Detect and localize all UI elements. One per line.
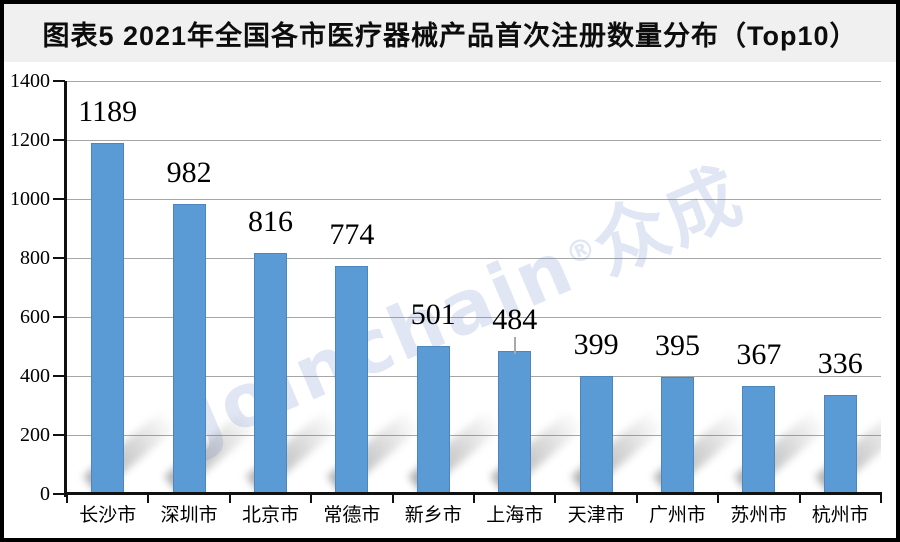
- bar-value-label: 395: [655, 329, 700, 363]
- x-axis: [64, 492, 882, 495]
- y-tick: [53, 316, 65, 318]
- x-tick: [798, 494, 801, 503]
- y-tick-label: 800: [20, 247, 50, 269]
- y-tick: [53, 139, 65, 141]
- category-label: 深圳市: [160, 505, 218, 526]
- watermark-cjk: 众成: [580, 151, 756, 292]
- gridline: [67, 139, 881, 141]
- x-tick: [228, 494, 231, 503]
- bar: [416, 346, 450, 494]
- gridline: [67, 316, 881, 318]
- bar: [579, 376, 613, 494]
- bar: [823, 394, 857, 494]
- gridline: [67, 81, 881, 82]
- bar-value-label: 367: [736, 337, 782, 371]
- x-tick: [635, 494, 638, 503]
- bar-value-label: 501: [410, 298, 456, 332]
- x-tick: [66, 494, 68, 503]
- y-tick: [53, 493, 65, 495]
- category-label: 上海市: [486, 505, 544, 526]
- x-tick: [391, 494, 394, 503]
- y-tick-label: 400: [20, 365, 50, 387]
- category-label: 北京市: [241, 505, 299, 526]
- bar-value-label: 982: [166, 156, 212, 190]
- bar-value-label: 1189: [78, 95, 138, 129]
- x-tick: [147, 494, 150, 503]
- category-label: 长沙市: [79, 505, 137, 526]
- y-tick-label: 1000: [10, 188, 50, 210]
- x-tick: [880, 494, 882, 503]
- y-tick-label: 600: [20, 306, 50, 328]
- bar-value-label: 336: [817, 346, 863, 380]
- plot-area: Joınchain®众成: [67, 81, 881, 494]
- x-tick: [310, 494, 313, 503]
- y-tick: [53, 375, 65, 377]
- y-tick-label: 0: [40, 483, 50, 505]
- bar: [498, 351, 532, 494]
- y-tick-label: 1200: [10, 129, 50, 151]
- bar: [172, 204, 206, 494]
- y-tick: [53, 198, 65, 200]
- category-label: 杭州市: [811, 505, 869, 526]
- bar: [661, 377, 694, 494]
- y-tick-label: 1400: [10, 70, 50, 92]
- bar: [742, 385, 776, 494]
- y-tick: [53, 80, 65, 82]
- figure-title: 图表5 2021年全国各市医疗器械产品首次注册数量分布（Top10）: [42, 20, 858, 51]
- y-tick: [53, 257, 65, 259]
- gridline: [67, 257, 881, 259]
- category-label: 常德市: [323, 505, 381, 526]
- bar-value-label: 774: [329, 217, 375, 251]
- x-tick: [717, 494, 720, 503]
- bar: [335, 265, 369, 494]
- category-label: 新乡市: [404, 505, 462, 526]
- x-tick: [473, 494, 475, 503]
- category-label: 广州市: [648, 505, 706, 526]
- y-tick-label: 200: [20, 424, 50, 446]
- y-tick: [53, 434, 65, 436]
- bar-value-label: 816: [248, 205, 293, 239]
- gridline: [67, 198, 881, 200]
- x-tick: [554, 494, 557, 503]
- gridline: [67, 375, 881, 377]
- figure-title-bar: 图表5 2021年全国各市医疗器械产品首次注册数量分布（Top10）: [4, 4, 896, 62]
- bar: [254, 253, 287, 494]
- bar: [91, 143, 125, 494]
- y-axis: [64, 81, 67, 497]
- error-tick: [513, 337, 516, 355]
- bar-value-label: 484: [492, 303, 538, 337]
- category-label: 天津市: [567, 505, 625, 526]
- bar-value-label: 399: [573, 328, 619, 362]
- category-label: 苏州市: [730, 505, 788, 526]
